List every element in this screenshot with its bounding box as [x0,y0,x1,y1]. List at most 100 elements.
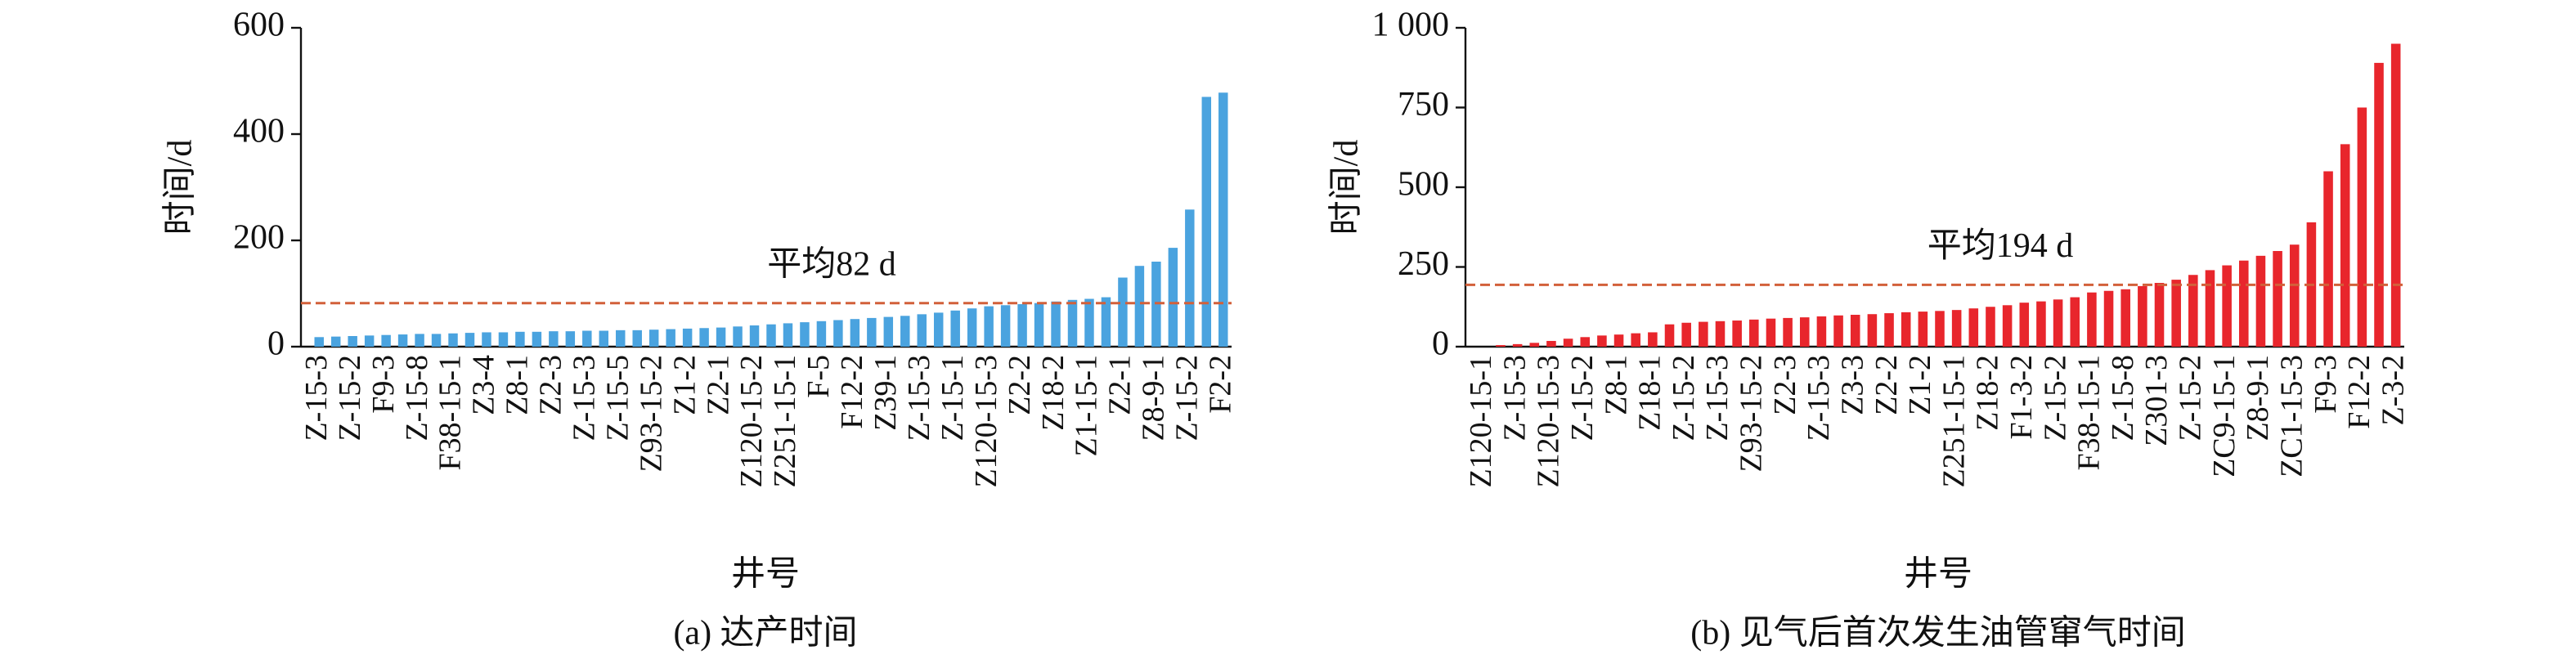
bar [1134,266,1145,347]
x-tick-label: Z1-2 [667,355,702,415]
x-tick-label: Z251-15-1 [1936,355,1971,488]
bar [1101,297,1111,347]
bar [464,333,475,347]
x-tick-label: Z2-1 [1103,355,1138,415]
bar [1799,317,1810,347]
caption: (a) 达产时间 [673,615,857,652]
x-tick-label: F12-2 [835,355,869,429]
y-axis-label: 时间/d [162,140,200,235]
bar [1563,338,1573,347]
x-tick-label: F9-3 [2309,355,2343,414]
x-tick-label: F-5 [801,355,836,398]
x-tick-label: Z-15-3 [568,355,602,442]
bar [616,330,626,347]
y-tick-label: 600 [233,7,285,44]
bar [1000,305,1011,347]
bar [1664,324,1675,347]
x-tick-label: F12-2 [2342,355,2376,429]
bar [2390,43,2401,347]
bar [515,331,525,347]
x-tick-label: Z-15-3 [1700,355,1735,442]
bar [766,324,776,347]
bar [1168,248,1178,347]
x-tick-label: ZC9-15-1 [2207,355,2242,477]
bar [1218,92,1228,347]
y-axis-label: 时间/d [1328,140,1366,235]
x-tick-label: Z-15-8 [400,355,434,442]
bar [816,321,827,347]
bar [1546,340,1556,347]
bar [1034,303,1044,347]
bar [1901,312,1911,347]
bar [2120,289,2130,347]
bar [883,316,894,347]
bar [1185,209,1195,347]
x-tick-label: Z-3-2 [2376,355,2410,426]
bar [397,334,408,347]
bar [2019,303,2030,347]
bar [1067,299,1078,347]
bar [2002,305,2013,347]
x-tick-label: Z-15-2 [1667,355,1701,442]
bar [733,326,743,347]
x-tick-label: Z93-15-2 [1735,355,1769,473]
x-tick-label: F38-15-1 [2072,355,2107,470]
bar [1201,96,1212,347]
bar [648,330,659,347]
bar [498,332,509,347]
x-tick-label: Z2-1 [701,355,735,415]
x-tick-label: Z2-2 [1003,355,1037,415]
x-tick-label: F38-15-1 [433,355,468,470]
bar [800,322,810,347]
bar [984,306,994,347]
x-tick-label: Z-15-2 [2038,355,2072,442]
bar [364,335,375,347]
annotation: 平均194 d [1928,227,2074,265]
x-tick-label: Z-15-2 [2174,355,2208,442]
x-tick-label: Z120-15-3 [969,355,1003,488]
bar [1715,321,1726,347]
x-tick-label: Z-15-3 [1802,355,1836,442]
bar [1986,307,1995,347]
x-tick-label: ZC1-15-3 [2274,355,2309,477]
bar [582,330,592,347]
x-tick-label: F9-3 [366,355,401,414]
bar [2087,292,2097,347]
bar [1051,301,1061,347]
bar [1648,332,1658,347]
y-tick-label: 0 [267,325,285,363]
x-tick-label: Z8-1 [500,355,535,415]
bar [532,331,542,347]
x-tick-label: Z93-15-2 [634,355,668,473]
x-tick-label: Z8-1 [1599,355,1633,415]
caption: (b) 见气后首次发生油管窜气时间 [1690,615,2185,652]
bar [330,336,341,347]
bar [1597,335,1607,347]
bar [1935,311,1945,347]
y-tick-label: 200 [233,219,285,257]
bar [348,336,357,347]
bar [2222,265,2232,347]
bar [2323,171,2333,347]
x-tick-label: Z1-2 [1903,355,1937,415]
bar [2205,270,2215,347]
bar [2053,299,2063,347]
bar [666,329,675,347]
x-tick-label: Z-15-3 [902,355,936,442]
bar [549,331,559,347]
bar [431,334,442,347]
x-tick-label: Z-15-3 [1497,355,1532,442]
bar [867,317,877,347]
bar [716,327,726,347]
x-tick-label: Z1-15-1 [1070,355,1104,457]
bar [950,310,960,347]
bar [2238,260,2249,347]
x-tick-label: Z120-15-2 [734,355,769,488]
x-tick-label: Z-15-3 [299,355,334,442]
x-tick-label: Z8-9-1 [2241,355,2275,442]
bar [2103,290,2114,347]
bar [1084,298,1094,347]
bar [1816,316,1827,347]
bar [1833,315,1843,347]
